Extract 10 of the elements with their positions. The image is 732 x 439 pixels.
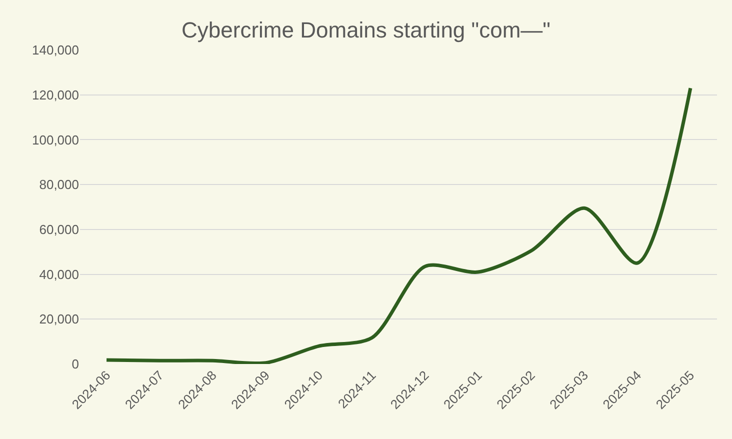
y-tick-label: 100,000 — [32, 132, 79, 148]
y-tick-label: 120,000 — [32, 87, 79, 102]
chart-title: Cybercrime Domains starting "com—" — [182, 17, 550, 42]
y-tick-label: 0 — [72, 356, 79, 372]
y-tick-label: 20,000 — [39, 312, 79, 327]
y-tick-label: 60,000 — [39, 222, 79, 237]
line-series — [104, 86, 692, 364]
y-tick-label: 80,000 — [39, 177, 79, 192]
y-tick-label: 140,000 — [32, 42, 79, 58]
y-tick-label: 40,000 — [39, 266, 79, 282]
